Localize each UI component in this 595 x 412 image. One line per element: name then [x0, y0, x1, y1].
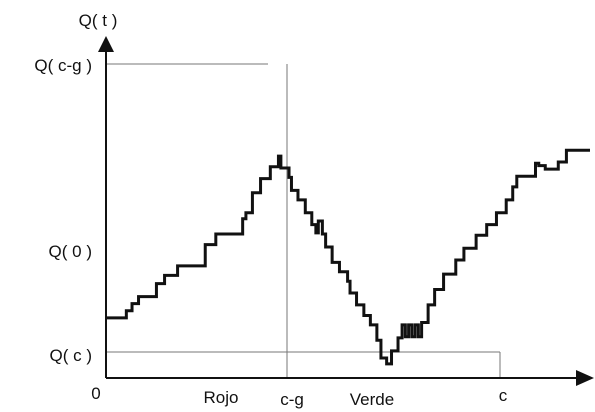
phase-label-red: Rojo	[204, 388, 239, 407]
y-tick-label-qc: Q( c )	[50, 346, 93, 365]
phase-label-green: Verde	[350, 390, 394, 409]
queue-step-series	[106, 148, 590, 366]
guide-lines	[106, 63, 501, 378]
x-axis-origin-label: 0	[91, 384, 100, 403]
x-tick-label-cg: c-g	[280, 390, 304, 409]
y-axis-arrow	[98, 36, 114, 52]
series-group	[106, 148, 590, 366]
axes	[98, 36, 594, 386]
y-tick-label-qcg: Q( c-g )	[34, 56, 92, 75]
y-axis-label: Q( t )	[79, 11, 118, 30]
chart-labels: Q( t ) Q( c-g ) Q( 0 ) Q( c ) 0 Rojo c-g Verde c	[34, 11, 507, 409]
y-tick-label-q0: Q( 0 )	[49, 242, 92, 261]
x-axis-arrow	[576, 370, 594, 386]
x-tick-label-c: c	[499, 386, 508, 405]
